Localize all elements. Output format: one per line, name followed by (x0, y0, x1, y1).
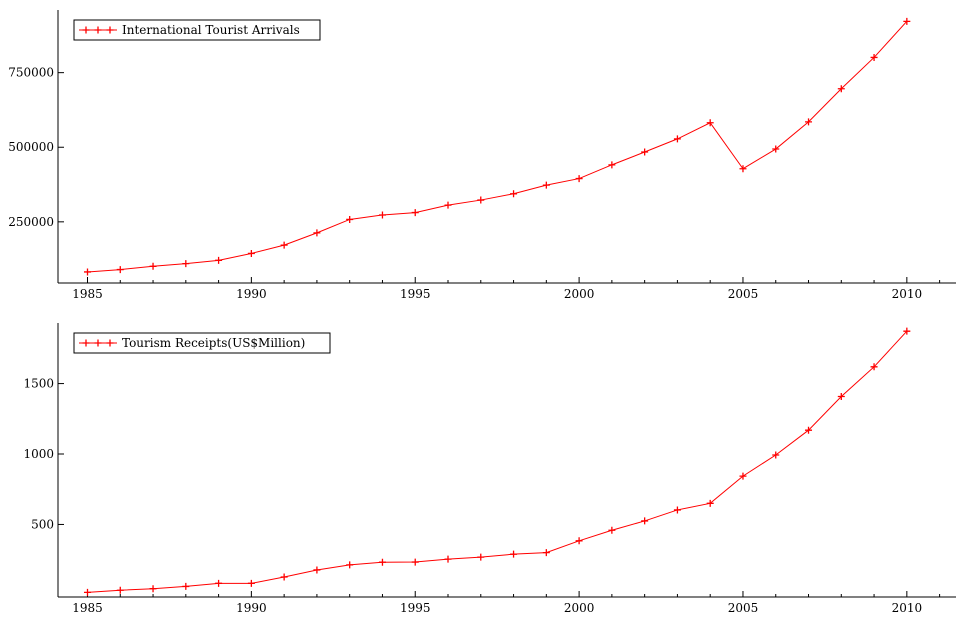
legend-box (73, 332, 331, 354)
x-tick-label: 1995 (400, 287, 431, 301)
data-point-marker (903, 17, 911, 25)
data-point-marker (280, 573, 288, 581)
data-point-marker (542, 549, 550, 557)
data-point-marker (247, 249, 255, 257)
data-point-marker (739, 472, 747, 480)
legend-box (73, 19, 321, 41)
data-point-marker (116, 266, 124, 274)
x-tick-label: 2000 (564, 287, 595, 301)
data-point-marker (378, 558, 386, 566)
data-point-marker (673, 506, 681, 514)
x-tick-label: 2000 (564, 601, 595, 615)
x-tick-label: 2010 (892, 287, 923, 301)
data-point-marker (215, 579, 223, 587)
data-point-marker (542, 181, 550, 189)
data-point-marker (772, 145, 780, 153)
data-point-marker (444, 555, 452, 563)
data-point-marker (772, 451, 780, 459)
arrivals-panel: 1985 1990 1995 2000 2005 2010 250000 500000 7500… (8, 10, 956, 301)
data-point-marker (706, 499, 714, 507)
data-point-marker (83, 268, 91, 276)
data-point-marker (739, 165, 747, 173)
data-point-marker (313, 566, 321, 574)
x-tick-label: 1995 (400, 601, 431, 615)
data-point-marker (673, 135, 681, 143)
data-point-marker (116, 586, 124, 594)
legend-label: Tourism Receipts(US$Million) (122, 336, 305, 350)
data-point-marker (444, 201, 452, 209)
x-tick-label: 1990 (236, 287, 267, 301)
data-point-marker (477, 553, 485, 561)
x-tick-label: 2010 (892, 601, 923, 615)
data-point-marker (641, 517, 649, 525)
legend-label: International Tourist Arrivals (122, 23, 300, 37)
data-point-marker (837, 85, 845, 93)
data-point-marker (641, 148, 649, 156)
data-point-marker (575, 537, 583, 545)
x-tick-label: 1985 (72, 601, 103, 615)
data-point-marker (608, 161, 616, 169)
data-point-marker (378, 211, 386, 219)
data-point-marker (411, 558, 419, 566)
data-point-marker (706, 119, 714, 127)
data-point-marker (280, 241, 288, 249)
data-point-marker (346, 561, 354, 569)
data-point-marker (411, 209, 419, 217)
x-tick-label: 1990 (236, 601, 267, 615)
legend-marker (94, 339, 102, 347)
data-point-marker (870, 53, 878, 61)
data-point-marker (575, 175, 583, 183)
y-tick-label: 250000 (8, 215, 54, 229)
data-point-marker (510, 190, 518, 198)
receipts-panel: 1985 1990 1995 2000 2005 2010 500 1000 1500 Touri… (23, 323, 956, 615)
y-tick-label: 1000 (23, 447, 54, 461)
data-point-marker (903, 327, 911, 335)
data-point-marker (837, 393, 845, 401)
legend-marker (82, 339, 90, 347)
data-point-marker (805, 426, 813, 434)
legend-marker (106, 26, 114, 34)
y-tick-label: 500000 (8, 140, 54, 154)
x-tick-label: 2005 (728, 601, 759, 615)
data-point-marker (149, 262, 157, 270)
data-point-marker (182, 582, 190, 590)
legend: Tourism Receipts(US$Million) (73, 332, 331, 354)
data-point-marker (149, 585, 157, 593)
data-point-marker (346, 215, 354, 223)
legend-marker (106, 339, 114, 347)
y-tick-label: 1500 (23, 377, 54, 391)
x-tick-label: 2005 (728, 287, 759, 301)
series-line (87, 330, 908, 593)
data-point-marker (247, 579, 255, 587)
legend: International Tourist Arrivals (73, 19, 321, 41)
data-point-marker (313, 229, 321, 237)
data-point-marker (215, 256, 223, 264)
data-point-marker (182, 260, 190, 268)
data-point-marker (510, 550, 518, 558)
x-tick-label: 1985 (72, 287, 103, 301)
data-point-marker (608, 526, 616, 534)
data-point-marker (870, 363, 878, 371)
data-point-marker (83, 588, 91, 596)
series-line (87, 21, 908, 273)
legend-marker (82, 26, 90, 34)
y-tick-label: 500 (31, 517, 54, 531)
data-point-marker (477, 196, 485, 204)
data-point-marker (805, 118, 813, 126)
y-tick-label: 750000 (8, 66, 54, 80)
legend-marker (94, 26, 102, 34)
